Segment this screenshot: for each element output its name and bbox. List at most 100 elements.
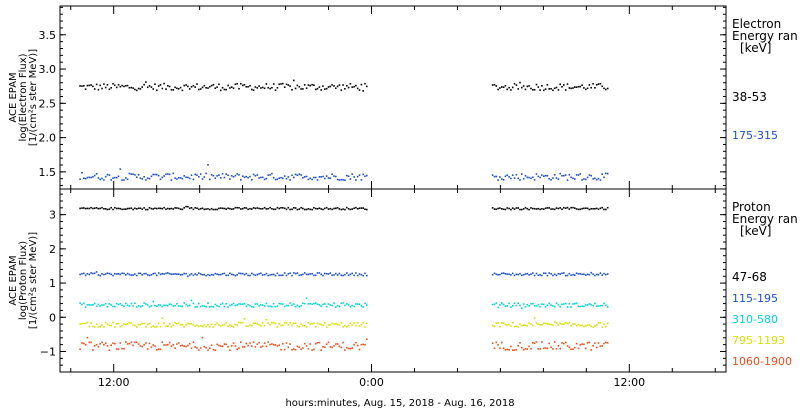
data-point: [566, 274, 569, 277]
data-point: [588, 84, 591, 86]
data-point: [285, 208, 288, 211]
data-point: [550, 208, 552, 210]
data-point: [201, 274, 204, 276]
data-point: [207, 208, 209, 210]
data-point: [515, 173, 518, 176]
data-point: [218, 83, 220, 86]
data-point: [588, 324, 591, 326]
data-point: [126, 84, 129, 87]
data-point: [154, 304, 156, 307]
data-point: [594, 208, 596, 210]
data-point: [172, 305, 175, 307]
data-point: [522, 349, 525, 351]
data-point: [240, 208, 242, 210]
data-point: [108, 174, 111, 176]
data-point: [256, 174, 259, 176]
data-point: [159, 273, 162, 276]
data-point: [194, 346, 196, 348]
data-point: [245, 272, 248, 275]
data-point: [519, 323, 521, 325]
legend-entry: 115-195: [732, 292, 778, 305]
data-point: [251, 345, 253, 347]
data-point: [154, 272, 156, 275]
data-point: [130, 302, 133, 305]
data-point: [595, 323, 598, 326]
y-tick-label: 1: [49, 277, 56, 290]
data-point: [546, 304, 549, 306]
data-point: [104, 342, 107, 344]
data-point: [541, 274, 543, 277]
y-tick-label: 2.0: [39, 132, 57, 145]
data-point: [199, 273, 202, 275]
data-point: [544, 88, 547, 90]
data-point: [247, 208, 249, 211]
data-point: [97, 207, 100, 210]
data-point: [188, 323, 191, 325]
data-point: [513, 325, 516, 328]
data-point: [366, 274, 368, 277]
data-point: [194, 207, 196, 209]
data-point: [320, 89, 322, 91]
data-point: [185, 205, 187, 208]
data-point: [214, 349, 217, 351]
data-point: [300, 304, 302, 307]
data-point: [583, 273, 585, 275]
data-point: [190, 86, 193, 88]
data-point: [502, 303, 505, 306]
data-point: [497, 88, 499, 91]
data-point: [356, 208, 359, 210]
data-point: [526, 176, 529, 179]
data-point: [172, 343, 175, 346]
data-point: [548, 88, 550, 90]
data-point: [106, 272, 109, 274]
data-point: [104, 273, 107, 275]
data-point: [121, 304, 123, 307]
data-point: [349, 83, 352, 85]
data-point: [499, 176, 501, 178]
data-point: [243, 207, 246, 209]
data-point: [181, 323, 184, 326]
data-point: [296, 345, 299, 348]
data-point: [172, 273, 175, 275]
data-point: [170, 273, 173, 275]
data-point: [81, 207, 83, 209]
data-point: [159, 325, 162, 328]
data-point: [251, 179, 253, 181]
data-point: [340, 208, 343, 211]
data-point: [156, 349, 158, 351]
data-point: [216, 343, 218, 346]
data-point: [603, 272, 605, 275]
data-point: [128, 87, 131, 89]
data-point: [360, 273, 363, 276]
data-point: [519, 304, 521, 307]
data-point: [271, 343, 273, 345]
data-point: [329, 272, 332, 274]
data-point: [362, 207, 364, 209]
data-point: [331, 208, 333, 211]
data-point: [342, 208, 344, 210]
data-point: [278, 207, 280, 210]
data-point: [336, 207, 339, 209]
data-point: [247, 176, 249, 179]
data-point: [307, 84, 310, 86]
data-point: [214, 323, 217, 326]
data-point: [163, 322, 165, 325]
data-point: [130, 173, 133, 175]
data-point: [586, 176, 589, 179]
data-point: [314, 342, 317, 345]
data-point: [550, 304, 552, 306]
data-point: [221, 207, 224, 210]
data-point: [181, 344, 184, 347]
data-point: [495, 341, 498, 344]
data-point: [269, 305, 271, 307]
data-point: [234, 83, 237, 86]
data-point: [287, 323, 290, 326]
data-point: [322, 303, 324, 306]
data-point: [234, 174, 237, 177]
data-point: [90, 322, 92, 324]
data-point: [574, 207, 576, 209]
data-point: [183, 175, 185, 177]
legend-title: Energy ran: [732, 212, 798, 226]
data-point: [307, 273, 310, 276]
y-tick-label: 2: [49, 243, 56, 256]
